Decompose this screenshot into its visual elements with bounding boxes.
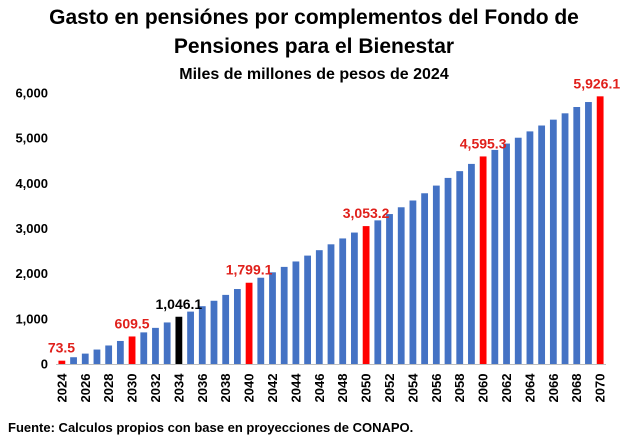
x-tick-label: 2034 xyxy=(171,373,186,403)
x-tick-label: 2050 xyxy=(359,374,374,403)
bar xyxy=(152,327,159,364)
bar xyxy=(538,125,546,365)
bar xyxy=(292,261,300,364)
bar xyxy=(163,322,171,364)
x-tick-label: 2030 xyxy=(125,374,140,403)
bar xyxy=(374,220,382,364)
y-tick-label: 6,000 xyxy=(15,86,48,101)
bar xyxy=(456,171,464,364)
bar xyxy=(187,311,194,364)
bar xyxy=(327,244,335,364)
bar xyxy=(304,255,311,364)
y-tick-label: 3,000 xyxy=(15,221,48,236)
bar xyxy=(93,349,101,364)
x-tick-label: 2070 xyxy=(593,374,608,403)
bar xyxy=(386,214,393,364)
bar xyxy=(573,107,581,364)
bar xyxy=(81,353,89,364)
x-tick-label: 2058 xyxy=(452,374,467,403)
bar xyxy=(116,340,124,364)
chart-title-line-1: Gasto en pensiónes por complementos del … xyxy=(49,6,579,29)
bar xyxy=(351,232,358,364)
bar xyxy=(315,250,323,364)
x-tick-label: 2026 xyxy=(78,374,93,403)
bar xyxy=(222,294,230,364)
bar xyxy=(362,226,370,364)
x-tick-label: 2064 xyxy=(522,373,537,403)
x-tick-label: 2062 xyxy=(499,374,514,403)
bar xyxy=(397,207,405,364)
x-tick-label: 2038 xyxy=(218,374,233,403)
bar xyxy=(105,345,113,364)
x-tick-label: 2052 xyxy=(382,374,397,403)
bar xyxy=(245,282,253,364)
bar xyxy=(479,156,487,364)
bar xyxy=(210,300,218,364)
bar xyxy=(444,177,452,364)
x-tick-label: 2042 xyxy=(265,374,280,403)
x-tick-label: 2060 xyxy=(476,374,491,403)
bar xyxy=(409,200,417,364)
bar xyxy=(491,149,499,364)
y-tick-label: 1,000 xyxy=(15,311,48,326)
x-tick-label: 2028 xyxy=(101,374,116,403)
bar xyxy=(432,185,440,364)
chart-source-note: Fuente: Calculos propios con base en pro… xyxy=(8,420,414,435)
bar xyxy=(280,266,288,364)
x-tick-label: 2044 xyxy=(288,373,303,403)
y-tick-label: 0 xyxy=(41,357,48,372)
bar xyxy=(585,102,592,364)
bar xyxy=(526,131,534,364)
x-tick-label: 2054 xyxy=(405,373,420,403)
bar xyxy=(549,119,557,365)
x-tick-label: 2048 xyxy=(335,374,350,403)
bar xyxy=(596,96,604,364)
bar xyxy=(198,306,206,364)
bar xyxy=(269,272,276,364)
data-label: 1,046.1 xyxy=(156,296,203,312)
chart-title-line-2: Pensiones para el Bienestar xyxy=(173,35,455,58)
bar xyxy=(257,277,265,364)
bar xyxy=(233,289,241,364)
bar xyxy=(58,360,66,364)
x-tick-label: 2056 xyxy=(429,374,444,403)
data-label: 5,926.1 xyxy=(573,75,620,91)
data-label: 3,053.2 xyxy=(343,205,390,221)
data-label: 1,799.1 xyxy=(226,262,273,278)
chart-subtitle: Miles de millones de pesos de 2024 xyxy=(179,66,449,83)
x-tick-label: 2032 xyxy=(148,374,163,403)
x-tick-label: 2046 xyxy=(312,374,327,403)
y-tick-label: 5,000 xyxy=(15,131,48,146)
bar xyxy=(140,332,148,364)
data-label: 4,595.3 xyxy=(460,135,507,151)
data-label: 609.5 xyxy=(115,315,150,331)
bar xyxy=(468,163,475,364)
bar xyxy=(339,238,347,364)
x-tick-label: 2024 xyxy=(54,373,69,403)
bar xyxy=(503,143,510,364)
bar xyxy=(421,193,429,364)
bar xyxy=(70,357,77,364)
data-label: 73.5 xyxy=(48,340,75,356)
x-tick-label: 2068 xyxy=(569,374,584,403)
y-tick-label: 4,000 xyxy=(15,176,48,191)
bar xyxy=(128,336,136,364)
x-tick-label: 2036 xyxy=(195,374,210,403)
bar xyxy=(175,316,183,364)
x-tick-label: 2066 xyxy=(546,374,561,403)
bar xyxy=(561,113,569,364)
x-tick-label: 2040 xyxy=(242,374,257,403)
y-tick-label: 2,000 xyxy=(15,266,48,281)
bar xyxy=(514,137,522,364)
